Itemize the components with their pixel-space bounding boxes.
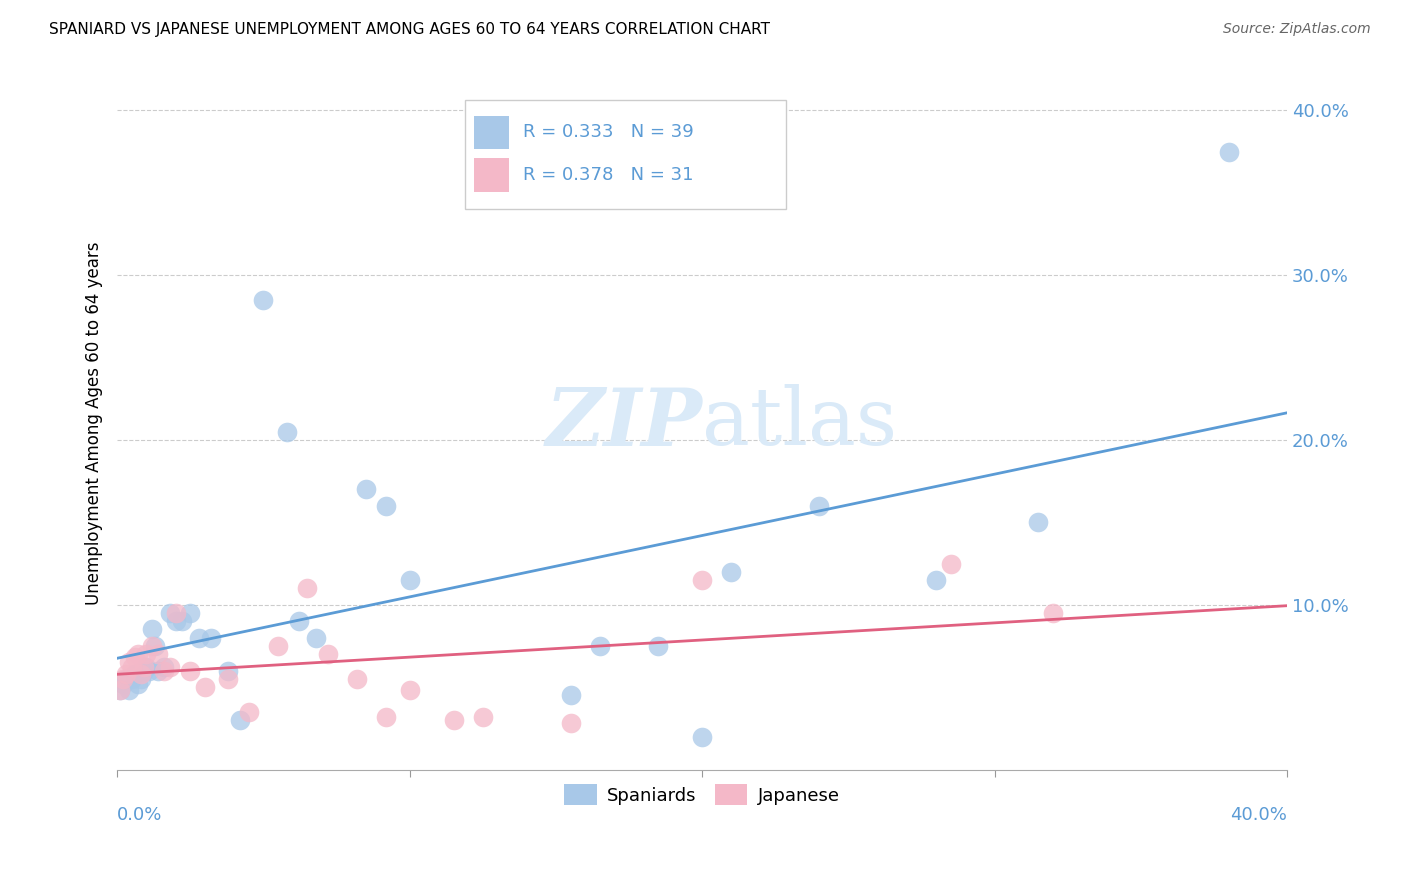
- Point: [560, 716, 582, 731]
- Point: [135, 660, 157, 674]
- Text: ZIP: ZIP: [546, 384, 702, 462]
- Point: [124, 650, 146, 665]
- Point: [108, 683, 131, 698]
- Point: [276, 425, 298, 439]
- Point: [127, 677, 149, 691]
- Point: [200, 631, 222, 645]
- Point: [132, 664, 155, 678]
- Point: [1218, 145, 1240, 159]
- Legend: Spaniards, Japanese: Spaniards, Japanese: [557, 777, 848, 813]
- Point: [135, 647, 157, 661]
- Point: [354, 483, 377, 497]
- Point: [560, 689, 582, 703]
- Point: [124, 667, 146, 681]
- Point: [188, 631, 211, 645]
- Point: [375, 499, 398, 513]
- Point: [179, 606, 201, 620]
- Point: [165, 606, 187, 620]
- Point: [690, 573, 713, 587]
- Point: [346, 672, 368, 686]
- Point: [375, 710, 398, 724]
- Point: [121, 672, 143, 686]
- Point: [287, 614, 309, 628]
- Point: [141, 639, 163, 653]
- Point: [305, 631, 328, 645]
- Text: atlas: atlas: [702, 384, 897, 462]
- Point: [115, 667, 138, 681]
- Point: [129, 672, 152, 686]
- Point: [112, 672, 135, 686]
- Point: [143, 639, 166, 653]
- Point: [252, 293, 274, 307]
- Point: [217, 664, 239, 678]
- Text: R = 0.333   N = 39: R = 0.333 N = 39: [523, 123, 695, 141]
- Point: [138, 664, 160, 678]
- Point: [647, 639, 669, 653]
- Point: [118, 683, 141, 698]
- Point: [129, 667, 152, 681]
- Point: [165, 614, 187, 628]
- Point: [398, 573, 420, 587]
- Point: [153, 660, 176, 674]
- Point: [1042, 606, 1064, 620]
- Point: [153, 664, 176, 678]
- Point: [939, 557, 962, 571]
- Point: [925, 573, 948, 587]
- Point: [443, 713, 465, 727]
- Point: [690, 730, 713, 744]
- Y-axis label: Unemployment Among Ages 60 to 64 years: Unemployment Among Ages 60 to 64 years: [86, 242, 103, 605]
- Point: [141, 623, 163, 637]
- Point: [159, 660, 181, 674]
- Text: R = 0.378   N = 31: R = 0.378 N = 31: [523, 166, 693, 184]
- Point: [267, 639, 290, 653]
- Point: [170, 614, 193, 628]
- Point: [121, 660, 143, 674]
- Point: [471, 710, 494, 724]
- Text: SPANIARD VS JAPANESE UNEMPLOYMENT AMONG AGES 60 TO 64 YEARS CORRELATION CHART: SPANIARD VS JAPANESE UNEMPLOYMENT AMONG …: [49, 22, 770, 37]
- Point: [132, 660, 155, 674]
- Point: [217, 672, 239, 686]
- Point: [112, 677, 135, 691]
- Point: [808, 499, 831, 513]
- FancyBboxPatch shape: [464, 100, 786, 209]
- Point: [108, 683, 131, 698]
- Point: [297, 581, 319, 595]
- Point: [1028, 516, 1050, 530]
- Point: [229, 713, 252, 727]
- Point: [179, 664, 201, 678]
- Point: [127, 647, 149, 661]
- Point: [238, 705, 260, 719]
- Point: [115, 672, 138, 686]
- Text: 0.0%: 0.0%: [117, 805, 163, 823]
- Point: [398, 683, 420, 698]
- Bar: [474, 115, 509, 149]
- Text: 40.0%: 40.0%: [1230, 805, 1286, 823]
- Point: [159, 606, 181, 620]
- Point: [118, 656, 141, 670]
- Point: [194, 680, 217, 694]
- Text: Source: ZipAtlas.com: Source: ZipAtlas.com: [1223, 22, 1371, 37]
- Bar: [474, 159, 509, 192]
- Point: [146, 664, 169, 678]
- Point: [146, 647, 169, 661]
- Point: [316, 647, 339, 661]
- Point: [720, 565, 742, 579]
- Point: [589, 639, 612, 653]
